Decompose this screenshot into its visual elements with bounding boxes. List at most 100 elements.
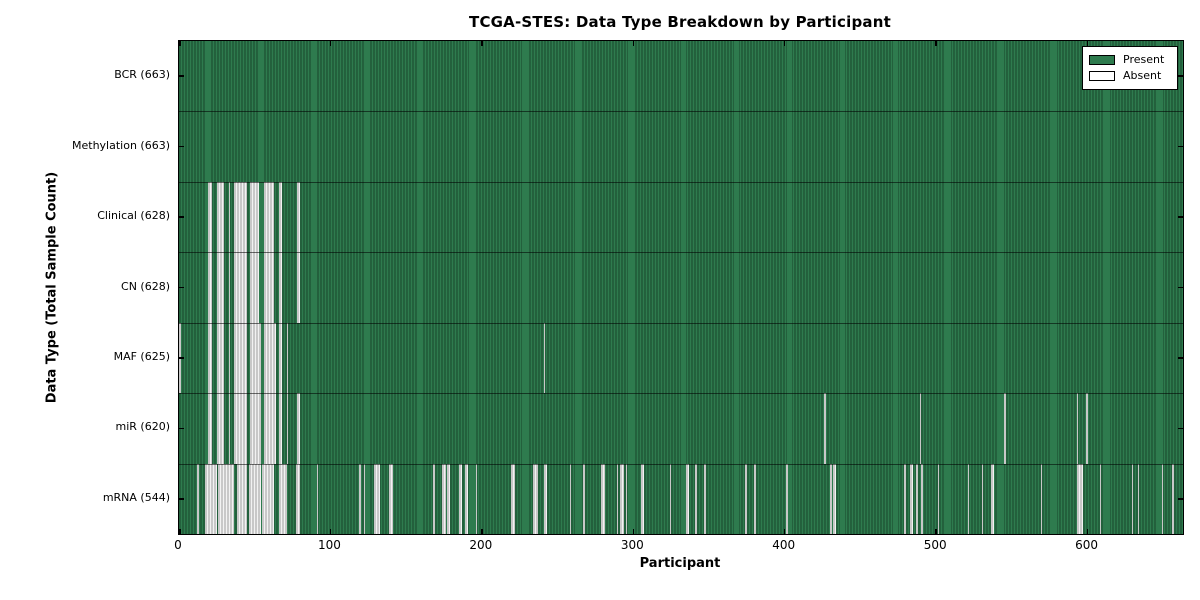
y-tick-label-Clinical: Clinical (628) [97, 209, 170, 223]
row-separator [179, 322, 1183, 324]
absent-stripe [262, 463, 275, 534]
y-tick-label-Methylation: Methylation (663) [72, 138, 170, 152]
absent-stripe [904, 463, 906, 534]
y-tick-mark [1178, 357, 1183, 359]
absent-stripe [1137, 463, 1140, 534]
absent-stripe [286, 393, 289, 464]
absent-stripe [619, 463, 625, 534]
absent-stripe [616, 463, 619, 534]
absent-stripe [250, 322, 261, 394]
chart-title: TCGA-STES: Data Type Breakdown by Partic… [469, 13, 891, 31]
x-tick-label-600: 600 [1075, 538, 1099, 552]
y-tick-mark [179, 427, 184, 430]
absent-stripe [216, 252, 225, 323]
x-tick-label-100: 100 [317, 538, 341, 552]
absent-stripe [1131, 463, 1133, 534]
row-CN [179, 252, 1183, 323]
absent-stripe [228, 252, 231, 323]
absent-stripe [1040, 463, 1043, 534]
x-tick-mark [783, 529, 786, 534]
absent-stripe [389, 463, 393, 534]
x-tick-mark [481, 41, 483, 46]
absent-stripe [1099, 463, 1102, 534]
absent-stripe [207, 322, 213, 394]
absent-stripe [833, 463, 837, 534]
row-BCR [179, 41, 1183, 112]
absent-stripe [250, 252, 260, 323]
x-tick-mark [329, 41, 332, 46]
x-tick-mark [179, 529, 181, 534]
absent-stripe [695, 463, 697, 534]
absent-stripe [601, 463, 605, 534]
row-separator [179, 463, 1183, 465]
x-tick-mark [632, 41, 635, 46]
y-tick-mark [1178, 427, 1183, 430]
absent-stripe [433, 463, 435, 534]
y-tick-label-miR: miR (620) [115, 420, 171, 434]
absent-stripe [278, 463, 287, 534]
absent-stripe [824, 393, 826, 464]
x-tick-mark [935, 41, 937, 46]
y-tick-mark [179, 498, 184, 500]
absent-stripe [442, 463, 446, 534]
absent-stripe [1086, 393, 1088, 464]
absent-stripe [937, 463, 940, 534]
absent-stripe [216, 181, 225, 253]
absent-stripe [990, 463, 994, 534]
absent-stripe [359, 463, 361, 534]
x-tick-mark [481, 529, 483, 534]
row-Clinical [179, 181, 1183, 253]
absent-stripe [510, 463, 516, 534]
absent-stripe [745, 463, 747, 534]
x-tick-mark [783, 41, 786, 46]
absent-stripe [363, 463, 366, 534]
absent-stripe [921, 463, 923, 534]
absent-stripe [250, 181, 260, 253]
absent-stripe [1076, 463, 1084, 534]
x-tick-mark [935, 529, 937, 534]
x-tick-label-400: 400 [772, 538, 796, 552]
row-miR [179, 393, 1183, 464]
absent-stripe [625, 463, 628, 534]
absent-stripe [248, 463, 261, 534]
absent-stripe [297, 393, 301, 464]
y-tick-label-mRNA: mRNA (544) [102, 490, 170, 504]
absent-stripe [583, 463, 585, 534]
absent-stripe [297, 252, 301, 323]
absent-stripe [981, 463, 984, 534]
absent-stripe [640, 463, 644, 534]
absent-stripe [543, 463, 547, 534]
absent-stripe [197, 463, 199, 534]
absent-stripe [233, 252, 248, 323]
legend-present-label: Present [1123, 53, 1165, 66]
legend-present-swatch [1089, 55, 1115, 65]
absent-stripe [250, 393, 261, 464]
y-tick-mark [1178, 216, 1183, 218]
absent-stripe [207, 181, 213, 253]
absent-stripe [910, 463, 914, 534]
absent-stripe [263, 181, 275, 253]
absent-stripe [786, 463, 788, 534]
absent-stripe [278, 322, 282, 394]
x-tick-mark [1086, 41, 1089, 46]
absent-stripe [297, 181, 301, 253]
row-MAF [179, 322, 1183, 394]
absent-stripe [278, 393, 282, 464]
absent-stripe [233, 393, 248, 464]
absent-stripe [233, 181, 248, 253]
x-tick-label-500: 500 [923, 538, 947, 552]
absent-stripe [228, 393, 231, 464]
x-tick-label-0: 0 [174, 538, 182, 552]
absent-stripe [459, 463, 463, 534]
absent-stripe [263, 393, 276, 464]
absent-stripe [263, 322, 276, 394]
absent-stripe [316, 463, 319, 534]
row-separator [179, 393, 1183, 395]
absent-stripe [236, 463, 248, 534]
legend-entry-absent: Absent [1089, 68, 1171, 84]
absent-stripe [916, 463, 918, 534]
absent-stripe [830, 463, 832, 534]
y-tick-mark [179, 145, 184, 148]
row-separator [179, 111, 1183, 113]
absent-stripe [295, 463, 301, 534]
